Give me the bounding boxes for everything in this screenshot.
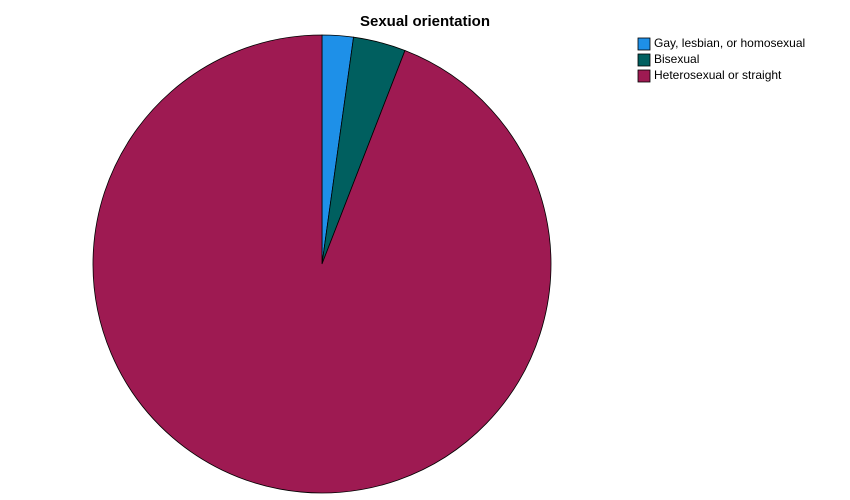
legend-swatch [637, 53, 651, 67]
legend-swatch [637, 69, 651, 83]
legend-label: Bisexual [654, 52, 699, 66]
legend-swatch [637, 37, 651, 51]
chart-title: Sexual orientation [360, 13, 490, 30]
pie-slice [92, 34, 552, 494]
legend-label: Heterosexual or straight [654, 68, 782, 82]
legend-label: Gay, lesbian, or homosexual [654, 36, 805, 50]
